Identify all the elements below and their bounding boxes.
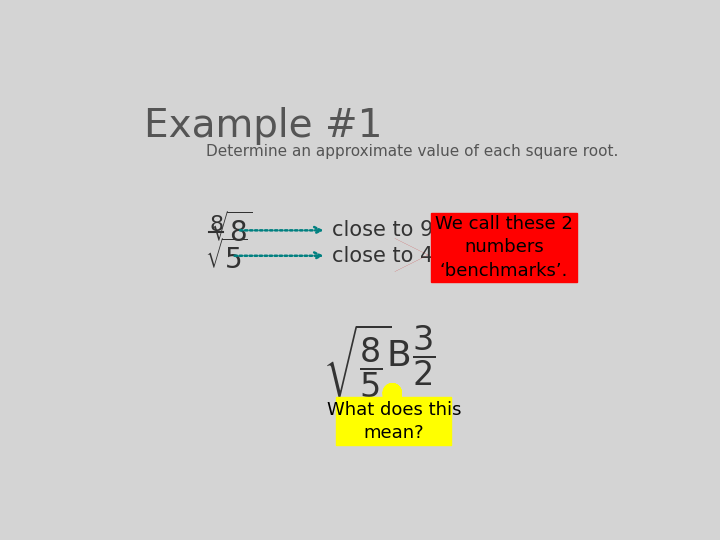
Text: close to 4: close to 4 bbox=[332, 246, 433, 266]
FancyArrowPatch shape bbox=[395, 238, 428, 272]
Text: Example #1: Example #1 bbox=[144, 107, 383, 145]
Text: $8$: $8$ bbox=[209, 215, 224, 235]
FancyBboxPatch shape bbox=[431, 213, 577, 282]
FancyBboxPatch shape bbox=[336, 397, 451, 445]
Text: $\sqrt{8}$: $\sqrt{8}$ bbox=[210, 212, 253, 248]
Text: What does this
mean?: What does this mean? bbox=[327, 401, 461, 442]
Text: Determine an approximate value of each square root.: Determine an approximate value of each s… bbox=[206, 144, 618, 159]
Text: $\sqrt{\dfrac{8}{5}}$: $\sqrt{\dfrac{8}{5}}$ bbox=[323, 322, 392, 400]
Text: $\mathrm{B}$: $\mathrm{B}$ bbox=[387, 339, 410, 373]
Text: We call these 2
numbers
‘benchmarks’.: We call these 2 numbers ‘benchmarks’. bbox=[435, 215, 573, 280]
Text: close to 9: close to 9 bbox=[332, 220, 433, 240]
Text: $\dfrac{3}{2}$: $\dfrac{3}{2}$ bbox=[412, 323, 435, 388]
Text: $\sqrt{5}$: $\sqrt{5}$ bbox=[204, 239, 248, 275]
